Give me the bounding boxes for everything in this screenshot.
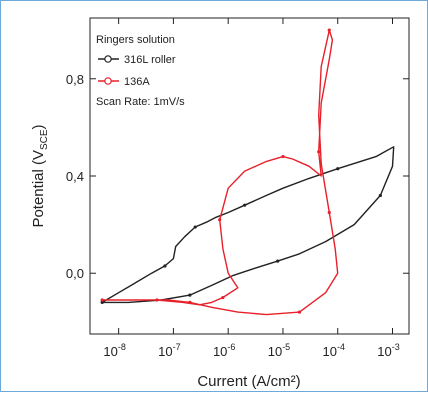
data-point (218, 218, 222, 222)
x-axis-ticks: 10-8 10-7 10-6 10-5 10-4 10-3 (103, 18, 400, 359)
legend-label-136A: 136A (124, 76, 150, 88)
y-tick-label: 0,4 (66, 169, 84, 184)
x-tick-label: 10-3 (377, 342, 399, 359)
x-tick-label: 10-8 (103, 342, 125, 359)
x-tick-label: 10-6 (213, 342, 235, 359)
x-tick-label: 10-4 (322, 342, 344, 359)
x-tick-label: 10-5 (268, 342, 290, 359)
data-point (378, 193, 382, 198)
data-point (327, 28, 331, 32)
plot-area (89, 17, 410, 335)
data-point (327, 210, 331, 215)
data-point (281, 154, 285, 159)
x-tick-label: 10-7 (158, 342, 180, 359)
data-point (100, 300, 104, 304)
data-point (163, 264, 167, 268)
data-point (297, 310, 302, 314)
scan-rate-annotation: Scan Rate: 1mV/s (96, 96, 185, 108)
legend-label-316L: 316L roller (124, 54, 176, 66)
data-point (193, 225, 197, 229)
series-line-136A (102, 29, 339, 316)
data-point (317, 150, 321, 154)
series-layer (100, 28, 395, 316)
legend-marker-136A (104, 77, 112, 85)
x-axis-label: Current (A/cm²) (197, 373, 300, 390)
data-point (221, 295, 225, 300)
y-tick-label: 0,8 (66, 72, 84, 87)
data-point (276, 259, 280, 263)
y-axis-label: Potential (VSCE) (30, 124, 50, 227)
data-point (188, 293, 192, 297)
data-point (243, 203, 247, 207)
legend-marker-316L (104, 55, 112, 63)
data-point (100, 298, 104, 302)
data-point (155, 298, 159, 302)
y-axis-ticks: 0,0 0,4 0,8 (66, 72, 409, 281)
y-tick-label: 0,0 (66, 266, 84, 281)
data-point (188, 300, 192, 304)
legend: Ringers solution 316L roller 136A Scan R… (96, 34, 185, 108)
legend-title: Ringers solution (96, 34, 175, 46)
data-point (336, 167, 340, 171)
